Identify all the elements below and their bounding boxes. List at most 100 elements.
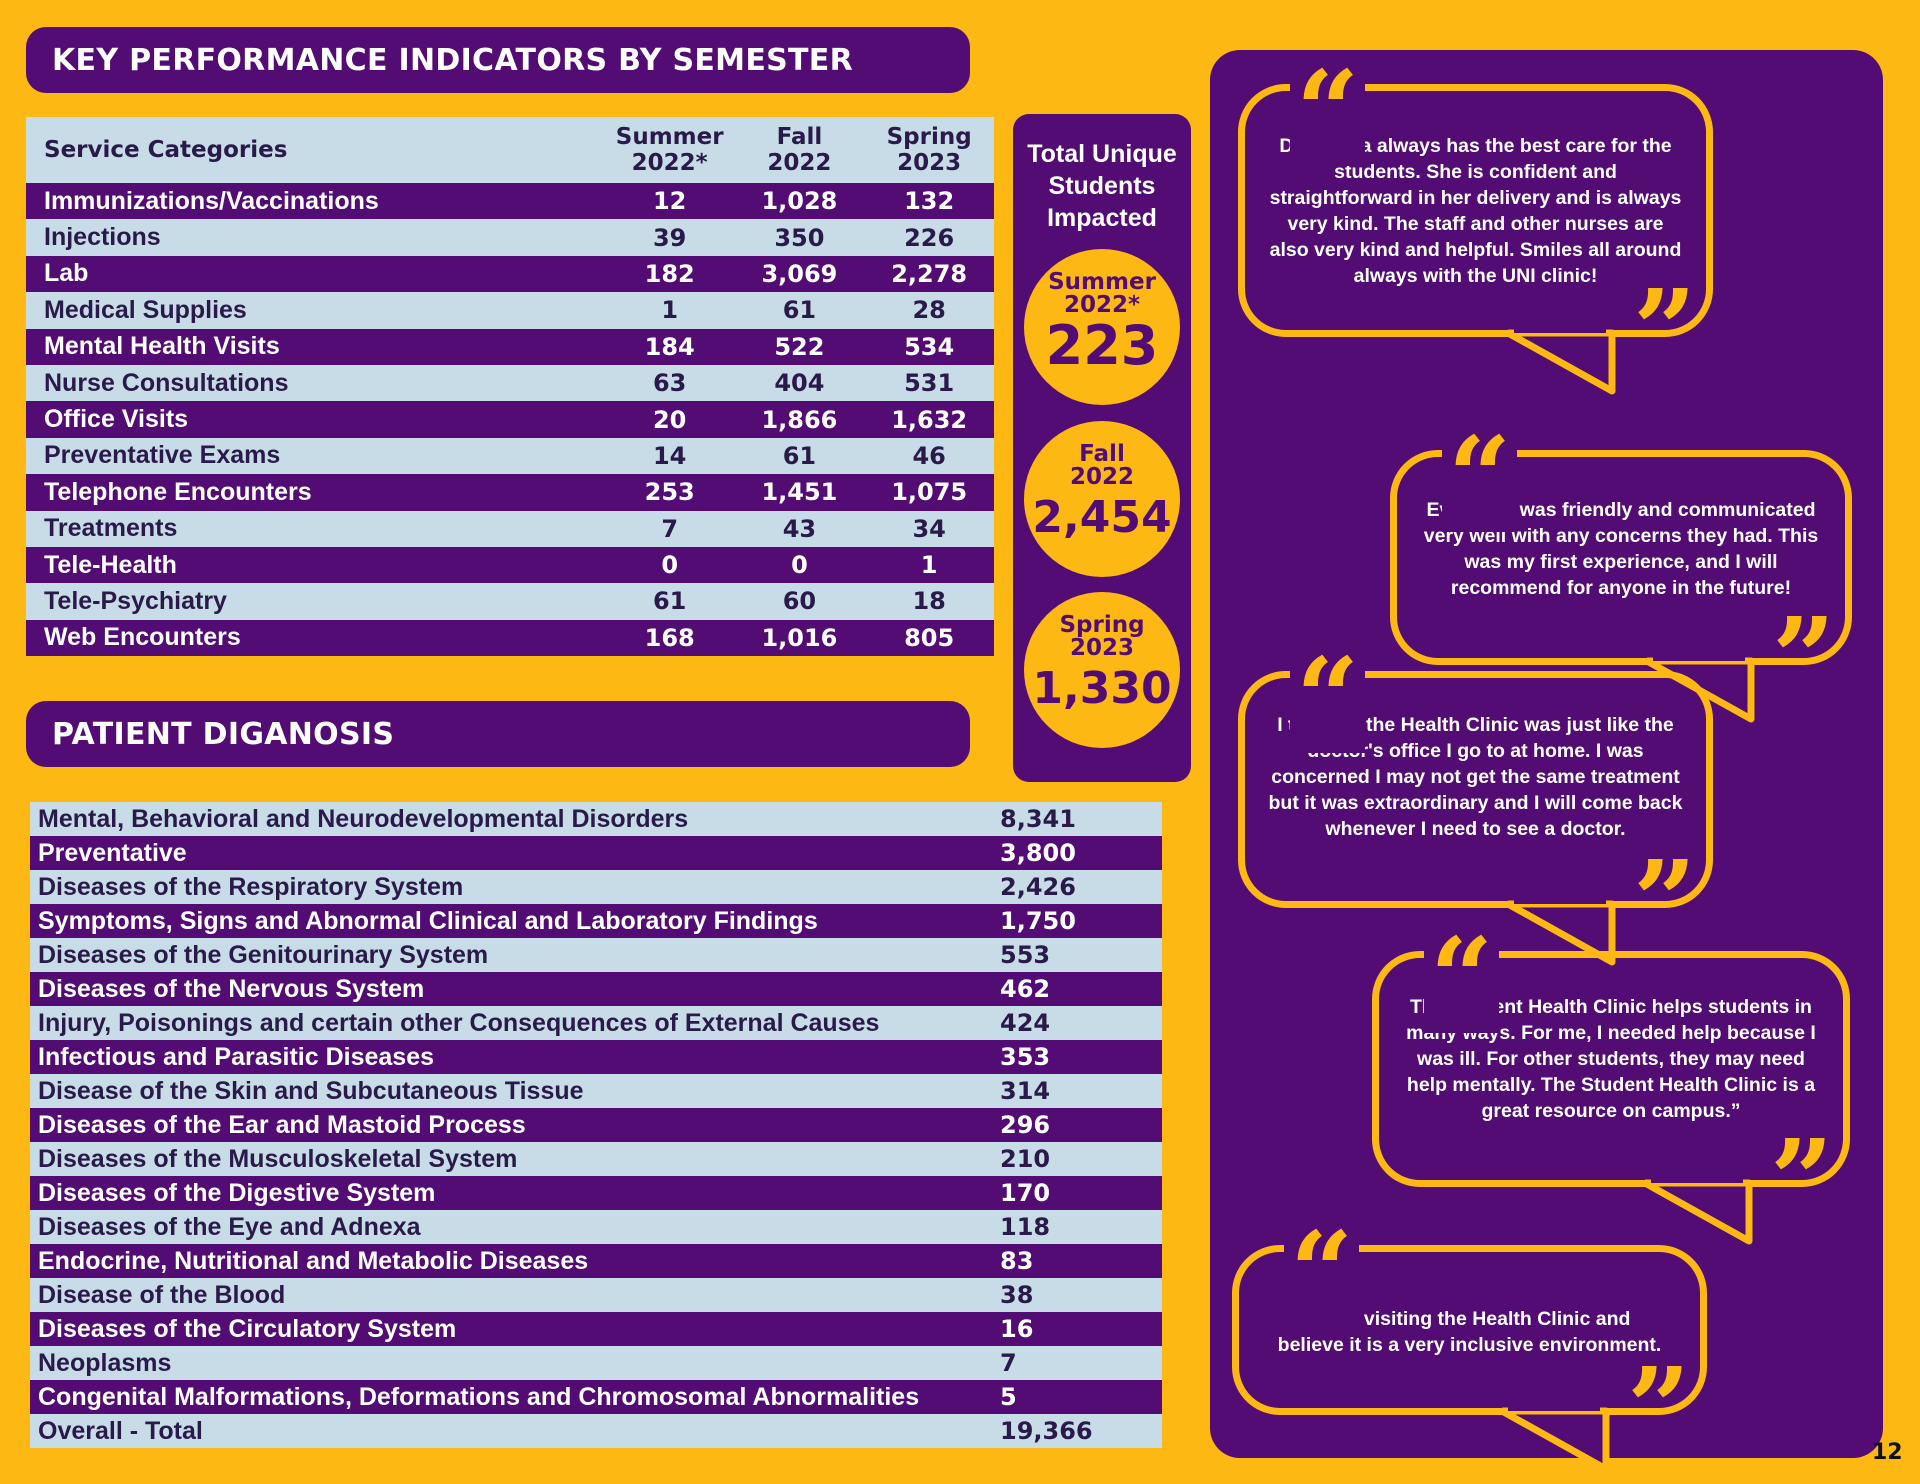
kpi-row-fall: 350 [774,223,825,252]
testimonial-line: always with the UNI clinic! [1353,265,1598,287]
kpi-row-spring: 1 [920,551,938,580]
diagnosis-row: Diseases of the Eye and Adnexa 118 [30,1210,1162,1244]
diagnosis-row: Diseases of the Ear and Mastoid Process 2… [30,1108,1162,1142]
total-circle-fall: Fall 2022 2,454 [1024,421,1180,577]
kpi-row-spring: 132 [904,187,955,216]
kpi-row-summer: 12 [652,187,687,216]
kpi-row-category: Tele-Psychiatry [44,586,227,615]
kpi-table-header: Service Categories Summer 2022* Fall 2022 … [26,117,994,183]
diagnosis-row: Infectious and Parasitic Diseases 353 [30,1040,1162,1074]
diagnosis-name: Diseases of the Genitourinary System [38,940,489,969]
kpi-row-category: Treatments [44,514,178,543]
kpi-row-category: Preventative Exams [44,441,281,470]
kpi-row-spring: 2,278 [891,259,968,288]
kpi-row: Web Encounters 168 1,016 805 [26,619,994,657]
kpi-row-category: Office Visits [44,405,189,434]
diagnosis-name: Endocrine, Nutritional and Metabolic Dis… [38,1246,589,1275]
testimonial-line: was my first experience, and I will [1464,551,1778,573]
testimonial-line: concerned I may not get the same treatme… [1271,766,1680,788]
diagnosis-count: 3,800 [1000,839,1076,867]
diagnosis-row: Disease of the Skin and Subcutaneous Tis… [30,1074,1162,1108]
testimonial-text: The Student Health Clinic helps students… [1379,994,1843,1124]
testimonial-line: students. She is confident and [1334,161,1617,183]
total-unique-students-panel: Total Unique Students Impacted Summer 2022*… [1013,114,1191,782]
kpi-row: Office Visits 20 1,866 1,632 [26,401,994,438]
diagnosis-name: Disease of the Blood [38,1280,286,1309]
diagnosis-name: Infectious and Parasitic Diseases [38,1042,435,1071]
diagnosis-section-title: PATIENT DIGANOSIS [26,701,970,767]
total-circle-value: 2,454 [1032,492,1172,543]
testimonial-line: was ill. For other students, they may ne… [1417,1048,1805,1070]
testimonial-line: Everyone was friendly and communicated [1426,499,1816,521]
kpi-row-spring: 805 [904,623,955,652]
testimonial-line: The Student Health Clinic helps students… [1410,996,1812,1018]
diagnosis-name: Diseases of the Eye and Adnexa [38,1212,421,1241]
diagnosis-row: Congenital Malformations, Deformations a… [30,1380,1162,1414]
kpi-row-category: Telephone Encounters [44,477,312,506]
kpi-row-summer: 14 [652,441,687,470]
totals-title: Total Unique Students Impacted [1027,140,1177,232]
testimonial-bubble: Everyone was friendly and communicated ve… [1390,450,1852,665]
testimonial-line: I love visiting the Health Clinic and [1308,1308,1631,1330]
diagnosis-row: Diseases of the Circulatory System 16 [30,1312,1162,1346]
kpi-row-category: Mental Health Visits [44,332,280,361]
diagnosis-count: 19,366 [1000,1417,1093,1445]
kpi-section-title: KEY PERFORMANCE INDICATORS BY SEMESTER [26,27,970,93]
diagnosis-row: Overall - Total 19,366 [30,1414,1162,1448]
diagnosis-count: 83 [1000,1247,1034,1275]
kpi-row-summer: 168 [644,623,695,652]
diagnosis-row: Diseases of the Respiratory System 2,426 [30,870,1162,904]
diagnosis-count: 2,426 [1000,873,1076,901]
testimonial-line: straightforward in her delivery and is a… [1269,187,1682,209]
kpi-row: Tele-Health 0 0 1 [26,546,994,584]
kpi-row-summer: 7 [661,514,679,543]
kpi-row-summer: 182 [644,259,695,288]
close-quote-icon: ” [1772,593,1836,722]
open-quote-icon: “ [1290,643,1366,753]
diagnosis-name: Diseases of the Respiratory System [38,872,464,901]
diagnosis-count: 118 [1000,1213,1051,1241]
kpi-row-fall: 43 [782,514,817,543]
diagnosis-name: Injury, Poisonings and certain other Con… [38,1008,880,1037]
testimonial-text: I thought the Health Clinic was just lik… [1245,712,1706,842]
diagnosis-row: Diseases of the Musculoskeletal System 21… [30,1142,1162,1176]
diagnosis-row: Mental, Behavioral and Neurodevelopmenta… [30,802,1162,836]
diagnosis-count: 314 [1000,1077,1051,1105]
diagnosis-count: 5 [1000,1383,1017,1411]
testimonial-text: Everyone was friendly and communicated ve… [1397,497,1845,601]
kpi-header-spring: Spring 2023 [886,124,972,176]
diagnosis-name: Neoplasms [38,1348,172,1377]
kpi-row-fall: 1,016 [761,623,838,652]
diagnosis-name: Symptoms, Signs and Abnormal Clinical an… [38,906,818,935]
testimonial-text: I love visiting the Health Clinic and bel… [1239,1306,1700,1358]
kpi-row-category: Web Encounters [44,623,241,652]
kpi-row: Nurse Consultations 63 404 531 [26,364,994,402]
open-quote-icon: “ [1290,56,1366,166]
kpi-row: Telephone Encounters 253 1,451 1,075 [26,474,994,511]
diagnosis-count: 170 [1000,1179,1051,1207]
kpi-row-spring: 531 [904,369,955,398]
kpi-row: Medical Supplies 1 61 28 [26,292,994,329]
kpi-row-category: Tele-Health [44,550,177,579]
kpi-row-fall: 1,866 [761,405,838,434]
diagnosis-row: Diseases of the Genitourinary System 553 [30,938,1162,972]
diagnosis-count: 424 [1000,1009,1051,1037]
kpi-row-fall: 522 [774,332,825,361]
kpi-row-spring: 18 [912,587,946,616]
diagnosis-name: Diseases of the Musculoskeletal System [38,1144,518,1173]
testimonial-line: I thought the Health Clinic was just lik… [1277,714,1674,736]
kpi-row-fall: 404 [774,369,825,398]
kpi-row-category: Nurse Consultations [44,368,289,397]
diagnosis-row: Preventative 3,800 [30,836,1162,870]
kpi-row: Immunizations/Vaccinations 12 1,028 132 [26,183,994,220]
speech-tail-icon [1508,329,1616,395]
kpi-row-category: Immunizations/Vaccinations [44,186,379,215]
diagnosis-name: Diseases of the Circulatory System [38,1314,457,1343]
testimonial-line: whenever I need to see a doctor. [1325,818,1626,840]
kpi-row-spring: 1,075 [891,478,968,507]
kpi-header-fall: Fall 2022 [767,124,832,176]
kpi-header-category: Service Categories [44,137,288,163]
kpi-row-spring: 34 [912,514,946,543]
kpi-row-spring: 1,632 [891,405,968,434]
kpi-row: Mental Health Visits 184 522 534 [26,328,994,365]
